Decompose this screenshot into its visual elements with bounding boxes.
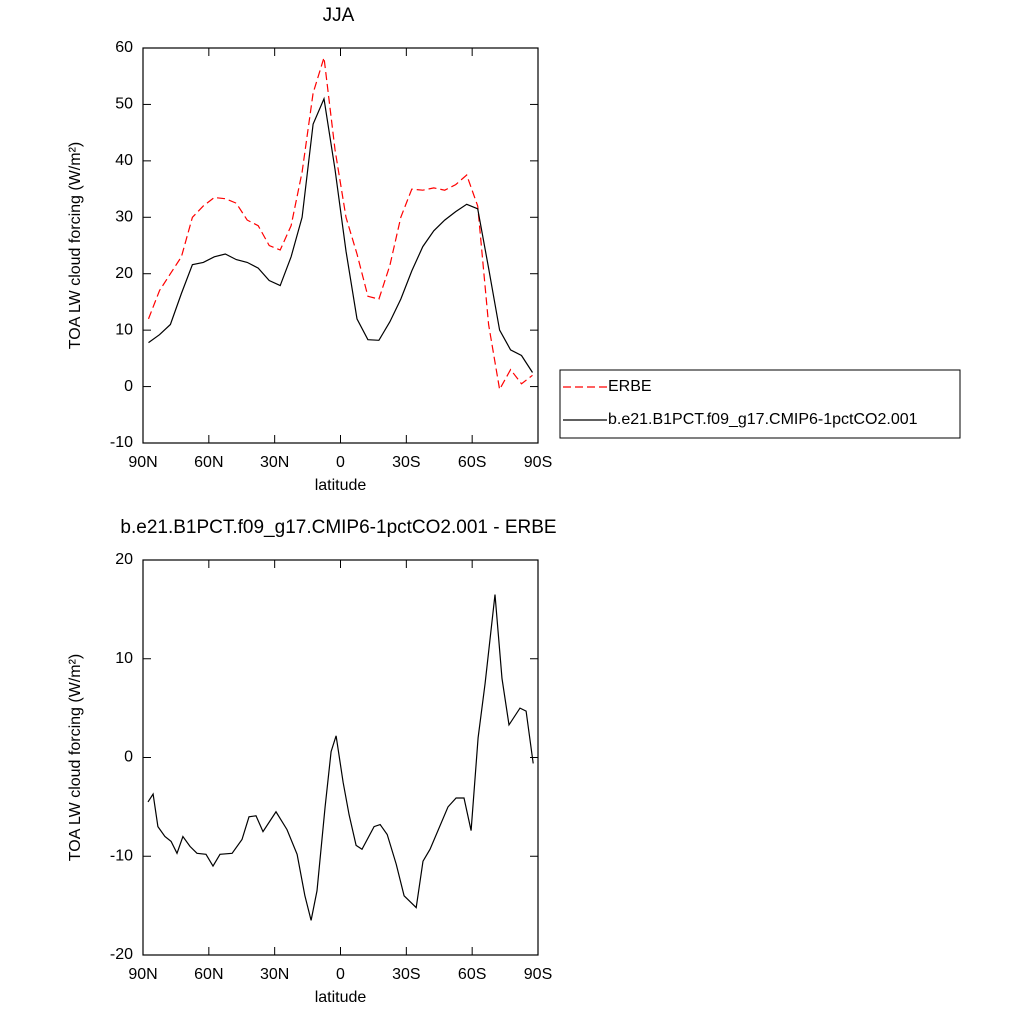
y-tick-label: 30 [115,209,133,226]
x-tick-label: 60S [458,454,486,471]
y-tick-label: 40 [115,152,133,169]
x-tick-label: 90N [128,454,157,471]
y-axis-label: TOA LW cloud forcing (W/m²) [67,654,84,861]
y-tick-label: 20 [115,551,133,568]
y-tick-label: 10 [115,650,133,667]
x-tick-label: 30N [260,454,289,471]
chart-title: b.e21.B1PCT.f09_g17.CMIP6-1pctCO2.001 - … [120,517,556,538]
plot-frame [142,559,539,956]
y-tick-label: 0 [124,749,133,766]
y-tick-label: 60 [115,39,133,56]
legend-label: ERBE [608,378,652,395]
x-axis-label: latitude [315,477,367,494]
x-tick-label: 90S [524,454,552,471]
plot-frame [142,47,539,444]
y-tick-label: -10 [110,847,133,864]
data-line [147,594,534,921]
x-tick-label: 60N [194,454,223,471]
x-tick-label: 30S [392,454,420,471]
data-line [147,57,533,392]
x-tick-label: 30N [260,966,289,983]
x-tick-label: 60N [194,966,223,983]
y-axis-label: TOA LW cloud forcing (W/m²) [67,142,84,349]
y-tick-label: -10 [110,434,133,451]
y-tick-label: 0 [124,378,133,395]
y-tick-label: 50 [115,96,133,113]
x-tick-label: 60S [458,966,486,983]
data-line [148,96,534,373]
legend-box [559,369,961,439]
y-tick-label: 20 [115,265,133,282]
y-tick-label: -20 [110,946,133,963]
x-tick-label: 0 [336,454,345,471]
x-axis-label: latitude [315,989,367,1006]
x-tick-label: 30S [392,966,420,983]
x-tick-label: 90N [128,966,157,983]
x-tick-label: 0 [336,966,345,983]
chart-title: JJA [323,5,355,26]
legend-label: b.e21.B1PCT.f09_g17.CMIP6-1pctCO2.001 [608,411,918,428]
x-tick-label: 90S [524,966,552,983]
y-tick-label: 10 [115,321,133,338]
